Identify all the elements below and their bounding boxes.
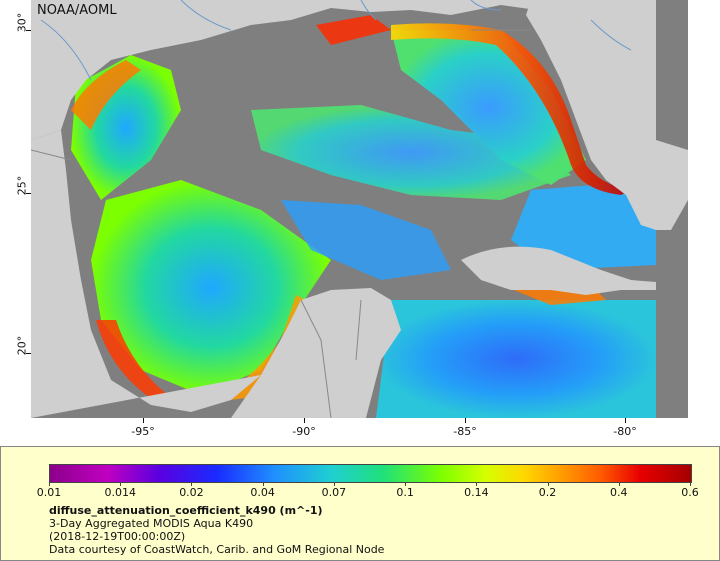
credit-tag: NOAA/AOML (37, 3, 117, 18)
colorbar-label: 0.04 (250, 486, 275, 499)
texas-coast-band (71, 60, 141, 130)
eastern-gulf-data (391, 30, 586, 185)
colorbar-tick (547, 482, 549, 486)
colorbar-tick (333, 482, 335, 486)
variable-name: diffuse_attenuation_coefficient_k490 (m^… (49, 504, 323, 517)
central-south-data (281, 200, 451, 280)
colorbar-label: 0.6 (681, 486, 699, 499)
campeche-data (91, 180, 331, 395)
data-source: Data courtesy of CoastWatch, Carib. and … (49, 543, 385, 556)
colorbar-tick (191, 482, 193, 486)
colorbar-label: 0.14 (464, 486, 489, 499)
colorbar-label: 0.1 (396, 486, 414, 499)
map-panel: NOAA/AOML (31, 0, 688, 418)
central-gulf-data (251, 105, 571, 200)
colorbar-label: 0.01 (36, 486, 62, 499)
florida-coast-band (391, 23, 631, 196)
rivers (40, 0, 632, 81)
louisiana-coast-band (316, 15, 391, 45)
colorbar-label: 0.4 (610, 486, 628, 499)
colorbar-label: 0.07 (321, 486, 347, 499)
straits-data (511, 180, 656, 270)
time-stamp: (2018-12-19T00:00:00Z) (49, 530, 186, 543)
dataset-name: 3-Day Aggregated MODIS Aqua K490 (49, 517, 254, 530)
colorbar-label: 0.014 (104, 486, 136, 499)
k490-map (31, 0, 688, 418)
colorbar-tick (120, 482, 122, 486)
colorbar-tick (262, 482, 264, 486)
mexico-coast-band (96, 320, 191, 410)
caribbean-data (376, 300, 656, 418)
land (31, 0, 656, 418)
colorbar-tick (476, 482, 478, 486)
colorbar-tick (690, 482, 691, 486)
colorbar-tick (405, 482, 407, 486)
colorbar-tick (49, 482, 50, 486)
colorbar (49, 464, 692, 483)
colorbar-label: 0.2 (538, 486, 557, 499)
political-borders (31, 29, 531, 418)
colorbar-tick (618, 482, 620, 486)
colorbar-label: 0.02 (179, 486, 204, 499)
bahamas-land (656, 140, 688, 230)
legend-panel: 0.01 0.014 0.02 0.04 0.07 0.1 0.14 0.2 0.4 0.6 di… (0, 446, 720, 561)
